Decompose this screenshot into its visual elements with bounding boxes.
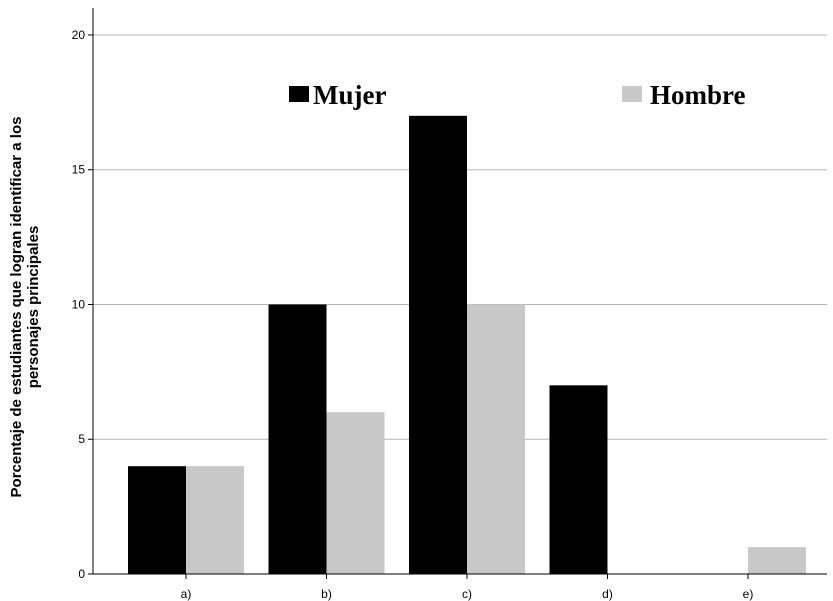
x-tick-label-1: a) [181, 587, 192, 601]
bar-mujer-3 [409, 115, 467, 575]
bar-mujer-1 [128, 466, 186, 574]
axes [92, 8, 827, 575]
legend-label-hombre: Hombre [650, 80, 746, 110]
y-tick-label-20: 20 [72, 28, 86, 42]
y-axis-label: Porcentaje de estudiantes que logran ide… [8, 117, 42, 498]
x-tick-label-4: d) [602, 587, 613, 601]
bar-hombre-5 [748, 547, 806, 574]
y-tick-label-0: 0 [78, 567, 85, 581]
bar-hombre-1 [186, 466, 244, 574]
legend-swatch-hombre [622, 86, 642, 102]
y-axis-label-line-2: personajes principales [25, 226, 42, 389]
bar-mujer-4 [549, 385, 608, 574]
y-tick-label-5: 5 [78, 432, 85, 446]
y-axis-label-line-1: Porcentaje de estudiantes que logran ide… [8, 117, 25, 498]
y-tick-label-15: 15 [72, 163, 86, 177]
legend: Mujer Hombre [289, 80, 746, 110]
bar-hombre-3 [467, 304, 525, 574]
bars [128, 115, 806, 575]
y-tick-label-10: 10 [72, 297, 86, 311]
legend-swatch-mujer [289, 86, 309, 102]
bar-mujer-2 [268, 304, 327, 574]
legend-label-mujer: Mujer [313, 80, 386, 110]
x-tick-label-3: c) [462, 587, 472, 601]
tick-labels: 0 5 10 15 20 a) b) c) d) e) [72, 28, 754, 601]
bar-hombre-2 [326, 412, 385, 574]
x-tick-label-5: e) [743, 587, 754, 601]
x-tick-label-2: b) [321, 587, 332, 601]
